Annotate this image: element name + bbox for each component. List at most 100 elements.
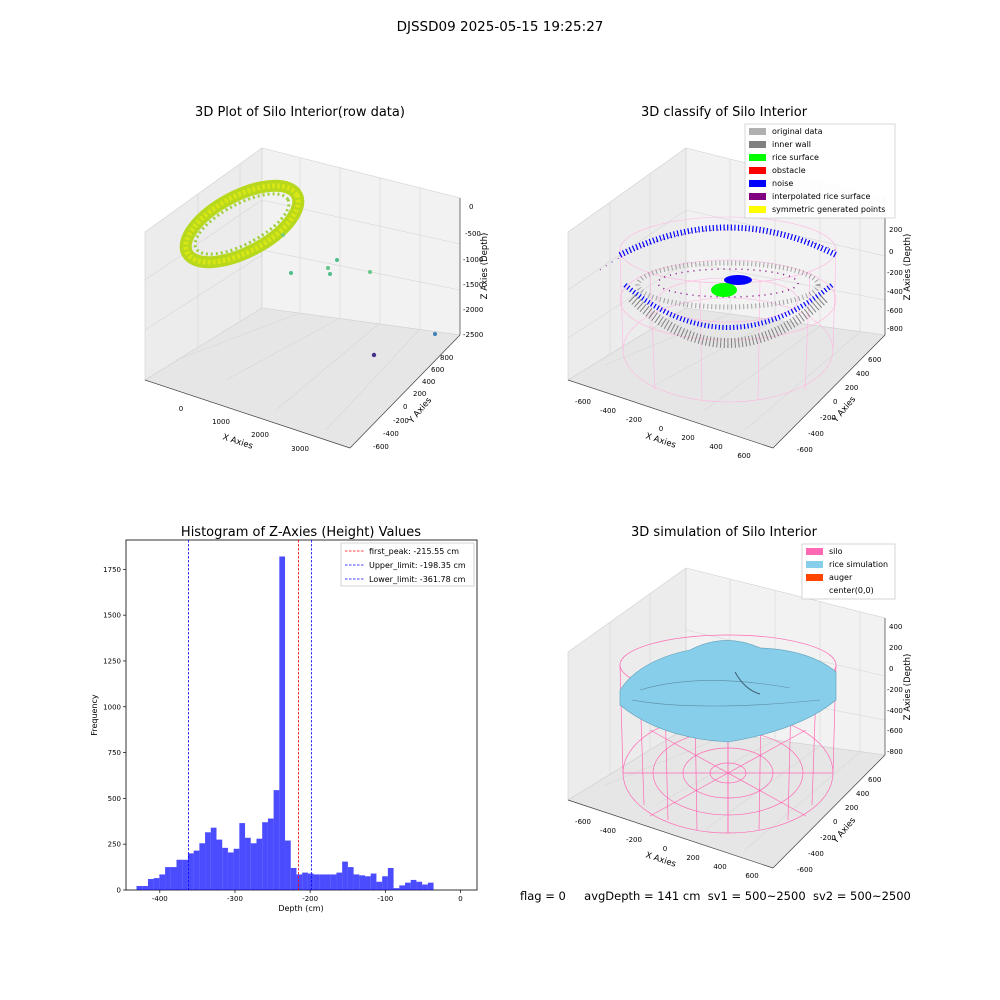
- avg-depth-text: avgDepth = 141 cm: [584, 889, 701, 903]
- hist-bar: [370, 873, 377, 890]
- panel-histogram: Histogram of Z-Axies (Height) Values -40…: [90, 525, 478, 913]
- simulation-ztick: 200: [889, 644, 902, 652]
- raw-title: 3D Plot of Silo Interior(row data): [195, 105, 405, 120]
- hist-bar: [142, 885, 148, 890]
- hist-bar: [222, 847, 228, 890]
- legend-swatch: [749, 180, 766, 187]
- panel-raw-3d: 3D Plot of Silo Interior(row data): [144, 105, 490, 453]
- hist-bar: [136, 885, 143, 890]
- x-tick-label: -400: [152, 895, 168, 903]
- hist-bar: [233, 848, 240, 890]
- hist-bar: [376, 881, 383, 890]
- classify-ytick: 600: [868, 356, 881, 364]
- simulation-xtick: 200: [686, 854, 699, 862]
- simulation-legend: silo rice simulation auger center(0,0): [801, 543, 896, 600]
- hist-bar: [359, 875, 366, 890]
- hist-bar: [262, 822, 268, 890]
- hist-title: Histogram of Z-Axies (Height) Values: [181, 525, 421, 540]
- y-tick-label: 750: [108, 749, 121, 757]
- status-footer: flag = 0 avgDepth = 141 cm sv1 = 500~250…: [520, 889, 911, 903]
- simulation-ytick: -200: [820, 834, 836, 842]
- hist-bar: [187, 853, 194, 890]
- x-tick-label: 0: [458, 895, 462, 903]
- hist-bar: [165, 867, 171, 890]
- classify-xtick: 200: [681, 434, 694, 442]
- hist-bar: [273, 790, 280, 890]
- raw-ztick: -2000: [463, 306, 483, 314]
- legend-swatch: [806, 561, 823, 568]
- x-tick-label: -100: [377, 895, 393, 903]
- simulation-ztick: -600: [887, 727, 903, 735]
- hist-bar: [325, 874, 331, 890]
- raw-xtick: 3000: [291, 445, 309, 453]
- legend-label: original data: [772, 127, 823, 136]
- classify-ytick: -200: [820, 414, 836, 422]
- hist-bar: [342, 861, 348, 890]
- classify-ytick: -600: [797, 446, 813, 454]
- legend-swatch: [749, 141, 766, 148]
- classify-ytick: 200: [845, 384, 858, 392]
- simulation-ztick: -400: [887, 707, 903, 715]
- classify-ztick: 200: [889, 226, 902, 234]
- hist-bar: [159, 874, 166, 890]
- hist-bars: [136, 556, 434, 890]
- hist-bar: [279, 556, 286, 890]
- sv2-text: sv2 = 500~2500: [812, 889, 911, 903]
- classify-xlabel: X Axies: [644, 431, 677, 450]
- simulation-ytick: -600: [797, 866, 813, 874]
- simulation-zlabel: Z Axies (Depth): [903, 654, 913, 721]
- simulation-ztick: 0: [889, 665, 893, 673]
- hist-bar: [239, 823, 246, 890]
- panel-simulation-3d: 3D simulation of Silo Interior: [567, 525, 913, 880]
- legend-swatch: [749, 206, 766, 213]
- hist-bar: [256, 838, 263, 890]
- legend-swatch: [749, 154, 766, 161]
- simulation-ztick: 400: [889, 623, 902, 631]
- hist-bar: [336, 872, 343, 890]
- classify-xtick: 600: [737, 452, 750, 460]
- raw-ytick: 800: [440, 354, 453, 362]
- simulation-xtick: 0: [663, 845, 667, 853]
- raw-ylabel: Y Axies: [406, 395, 434, 426]
- hist-bar: [319, 874, 326, 890]
- y-tick-label: 250: [108, 841, 121, 849]
- classify-ztick: -800: [887, 325, 903, 333]
- raw-ytick: 400: [422, 378, 435, 386]
- simulation-xtick: 600: [745, 872, 758, 880]
- legend-label: inner wall: [772, 140, 811, 149]
- flag-text: flag = 0: [520, 889, 566, 903]
- y-tick-label: 0: [117, 887, 121, 895]
- hist-ylabel: Frequency: [90, 694, 99, 736]
- raw-point-cloud: [179, 179, 437, 358]
- legend-label: interpolated rice surface: [772, 192, 870, 201]
- legend-label: noise: [772, 179, 793, 188]
- figure-suptitle: DJSSD09 2025-05-15 19:25:27: [397, 19, 604, 35]
- legend-label: Upper_limit: -198.35 cm: [369, 561, 466, 570]
- raw-ztick: 0: [469, 203, 473, 211]
- legend-label: rice surface: [772, 153, 819, 162]
- legend-swatch: [749, 128, 766, 135]
- hist-bar: [296, 874, 303, 890]
- x-tick-label: -300: [227, 895, 243, 903]
- y-tick-label: 1000: [103, 703, 121, 711]
- hist-bar: [216, 839, 223, 890]
- hist-bar: [302, 872, 308, 890]
- legend-swatch: [806, 548, 823, 555]
- hist-plot-area: [125, 539, 478, 891]
- simulation-ztick: -200: [887, 686, 903, 694]
- hist-bar: [399, 885, 405, 890]
- legend-swatch: [806, 587, 823, 594]
- hist-x-axis: -400 -300 -200 -100 0: [152, 890, 463, 903]
- classify-point-cloud: [599, 216, 841, 403]
- hist-bar: [176, 859, 183, 890]
- legend-label: Lower_limit: -361.78 cm: [369, 575, 466, 584]
- hist-bar: [393, 888, 400, 890]
- hist-vlines: [188, 540, 312, 890]
- hist-bar: [382, 876, 388, 890]
- simulation-ytick: 600: [868, 776, 881, 784]
- hist-bar: [347, 867, 354, 890]
- rice-surface: [619, 640, 837, 743]
- hist-bar: [353, 874, 360, 890]
- classify-ytick: 400: [856, 370, 869, 378]
- raw-ztick: -500: [465, 230, 481, 238]
